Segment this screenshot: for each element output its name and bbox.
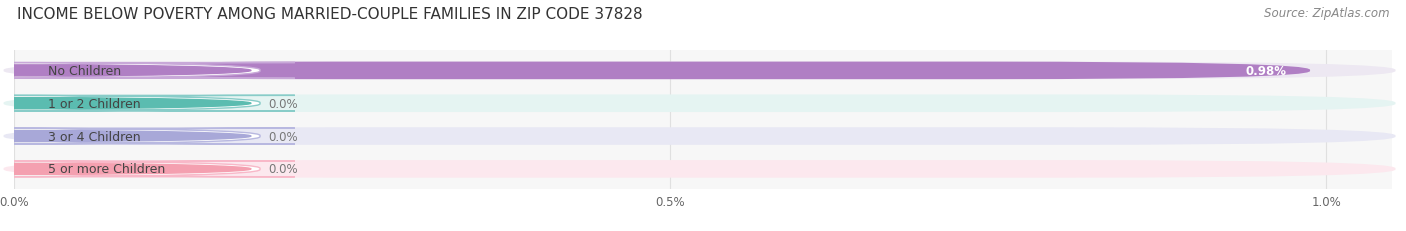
Text: 5 or more Children: 5 or more Children [48,163,166,176]
FancyBboxPatch shape [4,128,1396,145]
FancyBboxPatch shape [4,62,1396,80]
FancyBboxPatch shape [0,96,295,112]
FancyBboxPatch shape [0,129,295,144]
Text: 0.0%: 0.0% [269,163,298,176]
Text: 1 or 2 Children: 1 or 2 Children [48,97,141,110]
FancyBboxPatch shape [4,95,1396,112]
Text: 0.0%: 0.0% [269,130,298,143]
FancyBboxPatch shape [0,161,295,177]
Circle shape [0,98,250,109]
Text: 0.98%: 0.98% [1246,65,1286,78]
Circle shape [0,131,250,142]
FancyBboxPatch shape [0,63,295,79]
Circle shape [0,66,250,77]
Text: 3 or 4 Children: 3 or 4 Children [48,130,141,143]
Circle shape [0,164,250,175]
Text: Source: ZipAtlas.com: Source: ZipAtlas.com [1264,7,1389,20]
Text: 0.0%: 0.0% [269,97,298,110]
FancyBboxPatch shape [4,160,1396,178]
FancyBboxPatch shape [4,62,1310,80]
Text: No Children: No Children [48,65,121,78]
Text: INCOME BELOW POVERTY AMONG MARRIED-COUPLE FAMILIES IN ZIP CODE 37828: INCOME BELOW POVERTY AMONG MARRIED-COUPL… [17,7,643,22]
